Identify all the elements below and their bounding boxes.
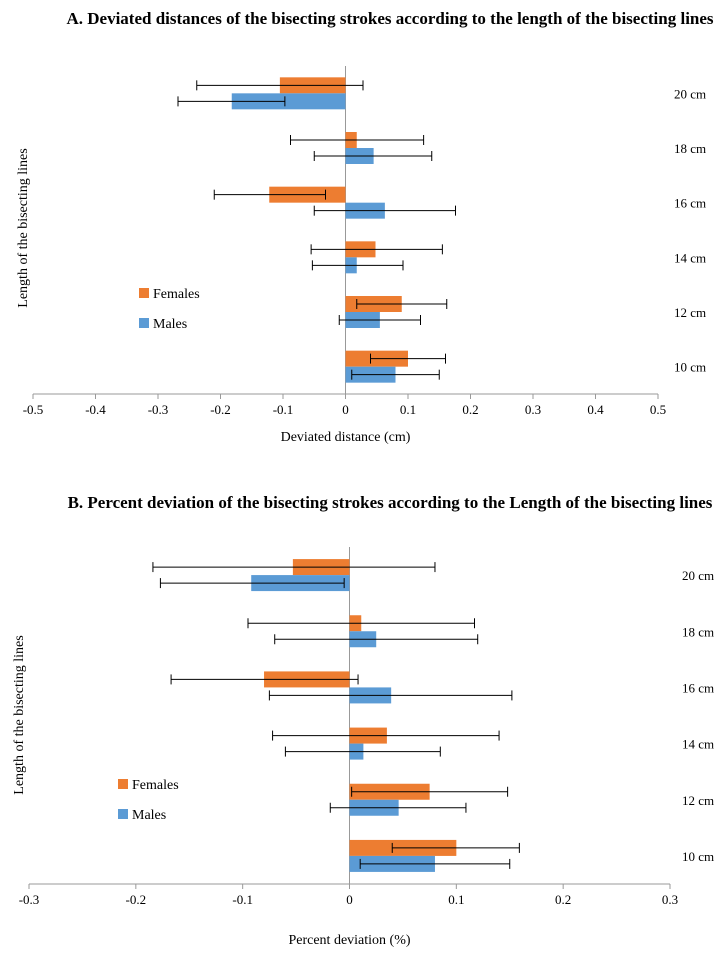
legend-swatch-males — [139, 318, 149, 328]
x-tick-label: -0.5 — [23, 402, 44, 417]
chart-panel-a: A. Deviated distances of the bisecting s… — [0, 0, 727, 460]
category-label: 10 cm — [682, 849, 714, 864]
x-tick-label: -0.1 — [273, 402, 294, 417]
category-label: 18 cm — [682, 624, 714, 639]
x-tick-label: -0.1 — [232, 892, 253, 907]
legend-label-males: Males — [132, 808, 166, 823]
category-label: 12 cm — [682, 793, 714, 808]
x-tick-label: -0.3 — [19, 892, 40, 907]
x-tick-label: 0.2 — [462, 402, 478, 417]
legend-label-females: Females — [153, 287, 200, 302]
legend-swatch-females — [139, 288, 149, 298]
bar-males — [231, 93, 346, 110]
x-tick-label: 0.1 — [448, 892, 464, 907]
x-axis-title: Deviated distance (cm) — [281, 430, 411, 445]
x-tick-label: 0.5 — [650, 402, 666, 417]
chart-title-a: A. Deviated distances of the bisecting s… — [66, 9, 714, 28]
category-label: 20 cm — [674, 86, 706, 101]
legend-swatch-males — [118, 809, 128, 819]
category-label: 14 cm — [682, 737, 714, 752]
category-label: 12 cm — [674, 305, 706, 320]
x-tick-label: 0 — [342, 402, 349, 417]
x-axis-title: Percent deviation (%) — [288, 933, 410, 948]
chart-title-b: B. Percent deviation of the bisecting st… — [67, 493, 713, 512]
x-tick-label: 0.1 — [400, 402, 416, 417]
category-label: 20 cm — [682, 568, 714, 583]
x-tick-label: 0.2 — [555, 892, 571, 907]
x-tick-label: 0.3 — [662, 892, 678, 907]
category-label: 16 cm — [674, 196, 706, 211]
chart-panel-b: B. Percent deviation of the bisecting st… — [0, 480, 727, 954]
x-tick-label: -0.2 — [210, 402, 231, 417]
x-tick-label: 0.4 — [587, 402, 604, 417]
category-label: 14 cm — [674, 250, 706, 265]
x-tick-label: 0 — [346, 892, 353, 907]
y-axis-title: Length of the bisecting lines — [12, 635, 27, 794]
chart-b: -0.3 -0.2 -0.1 0 0.1 0.2 0.3 10 cm 12 cm 14 cm 16 … — [12, 547, 714, 948]
category-label: 10 cm — [674, 360, 706, 375]
category-label: 16 cm — [682, 680, 714, 695]
x-tick-label: -0.3 — [148, 402, 169, 417]
x-tick-label: 0.3 — [525, 402, 541, 417]
y-axis-title: Length of the bisecting lines — [16, 148, 31, 307]
category-label: 18 cm — [674, 141, 706, 156]
x-tick-label: -0.2 — [126, 892, 147, 907]
legend-label-females: Females — [132, 778, 179, 793]
legend-label-males: Males — [153, 317, 187, 332]
chart-a: -0.5 -0.4 -0.3 -0.2 -0.1 0 0.1 0.2 0.3 0.4 0.5 10 c… — [16, 66, 706, 445]
x-tick-label: -0.4 — [85, 402, 106, 417]
legend-swatch-females — [118, 779, 128, 789]
